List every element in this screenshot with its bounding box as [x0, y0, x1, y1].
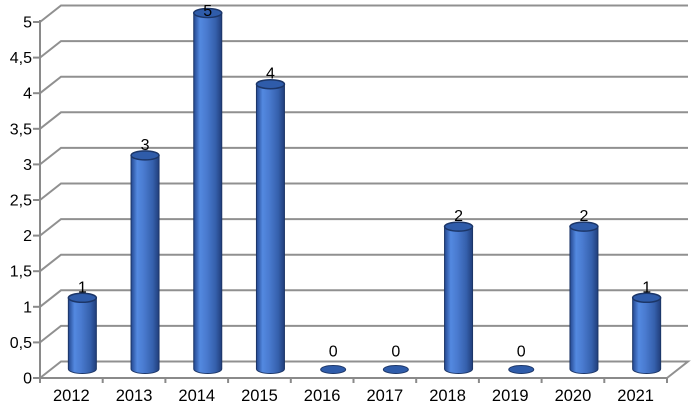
y-tick-label: 0,5 [10, 335, 32, 352]
bar-value-label: 3 [141, 137, 150, 154]
y-tick-label: 2 [23, 228, 32, 245]
bar-value-label: 0 [391, 344, 400, 361]
y-tick-label: 3 [23, 157, 32, 174]
bar-top-cap [569, 221, 599, 232]
y-tick-label: 1,5 [10, 264, 32, 281]
floor-edge [39, 360, 691, 379]
gridline [39, 146, 688, 166]
bar-body [130, 154, 160, 374]
bar-value-label: 0 [517, 344, 526, 361]
gridline [39, 111, 688, 130]
bar-body [67, 297, 97, 374]
y-tick-label: 4 [23, 86, 32, 103]
bar-top-cap [67, 292, 98, 304]
x-category-label: 2014 [178, 387, 215, 405]
bar-value-label: 1 [642, 279, 651, 296]
bar-top-cap [443, 221, 474, 232]
x-category-label: 2016 [304, 387, 341, 405]
y-tick-label: 4,5 [10, 50, 32, 67]
gridline [39, 324, 688, 344]
bar-body [569, 226, 599, 374]
gridline [39, 253, 688, 272]
bar-top-cap [130, 150, 160, 161]
bar-value-label: 2 [454, 208, 463, 225]
bar-body [632, 297, 662, 374]
x-category-label: 2012 [53, 387, 90, 405]
bar-body [193, 12, 223, 374]
bar-top-cap [193, 7, 223, 19]
bar-value-label: 5 [203, 3, 212, 20]
y-tick-label: 1 [23, 299, 32, 316]
bar-value-label: 0 [329, 344, 338, 361]
gridline [39, 182, 688, 201]
y-tick-label: 2,5 [10, 193, 32, 210]
x-category-label: 2021 [617, 387, 654, 405]
y-tick-label: 0 [23, 371, 32, 388]
gridline [39, 4, 688, 23]
x-category-label: 2020 [555, 387, 592, 405]
bar-body [444, 226, 474, 374]
bar-value-label: 4 [266, 66, 275, 83]
gridline [39, 289, 688, 308]
x-category-label: 2018 [429, 387, 466, 405]
bar-top-cap [255, 78, 286, 90]
x-category-label: 2013 [116, 387, 153, 405]
bar-zero-disc [320, 365, 347, 374]
x-category-label: 2019 [492, 387, 529, 405]
x-category-label: 2017 [366, 387, 403, 405]
y-tick-label: 3,5 [10, 121, 32, 138]
bar-value-label: 1 [78, 279, 87, 296]
bar-body [255, 83, 285, 374]
x-category-label: 2015 [241, 387, 278, 405]
bar-top-cap [631, 292, 662, 304]
gridline [39, 75, 688, 94]
bar-zero-disc [382, 365, 409, 374]
gridline [39, 40, 688, 59]
gridline [39, 218, 688, 237]
bar-value-label: 2 [579, 208, 588, 225]
y-tick-label: 5 [23, 15, 32, 32]
bar-zero-disc [508, 365, 535, 374]
